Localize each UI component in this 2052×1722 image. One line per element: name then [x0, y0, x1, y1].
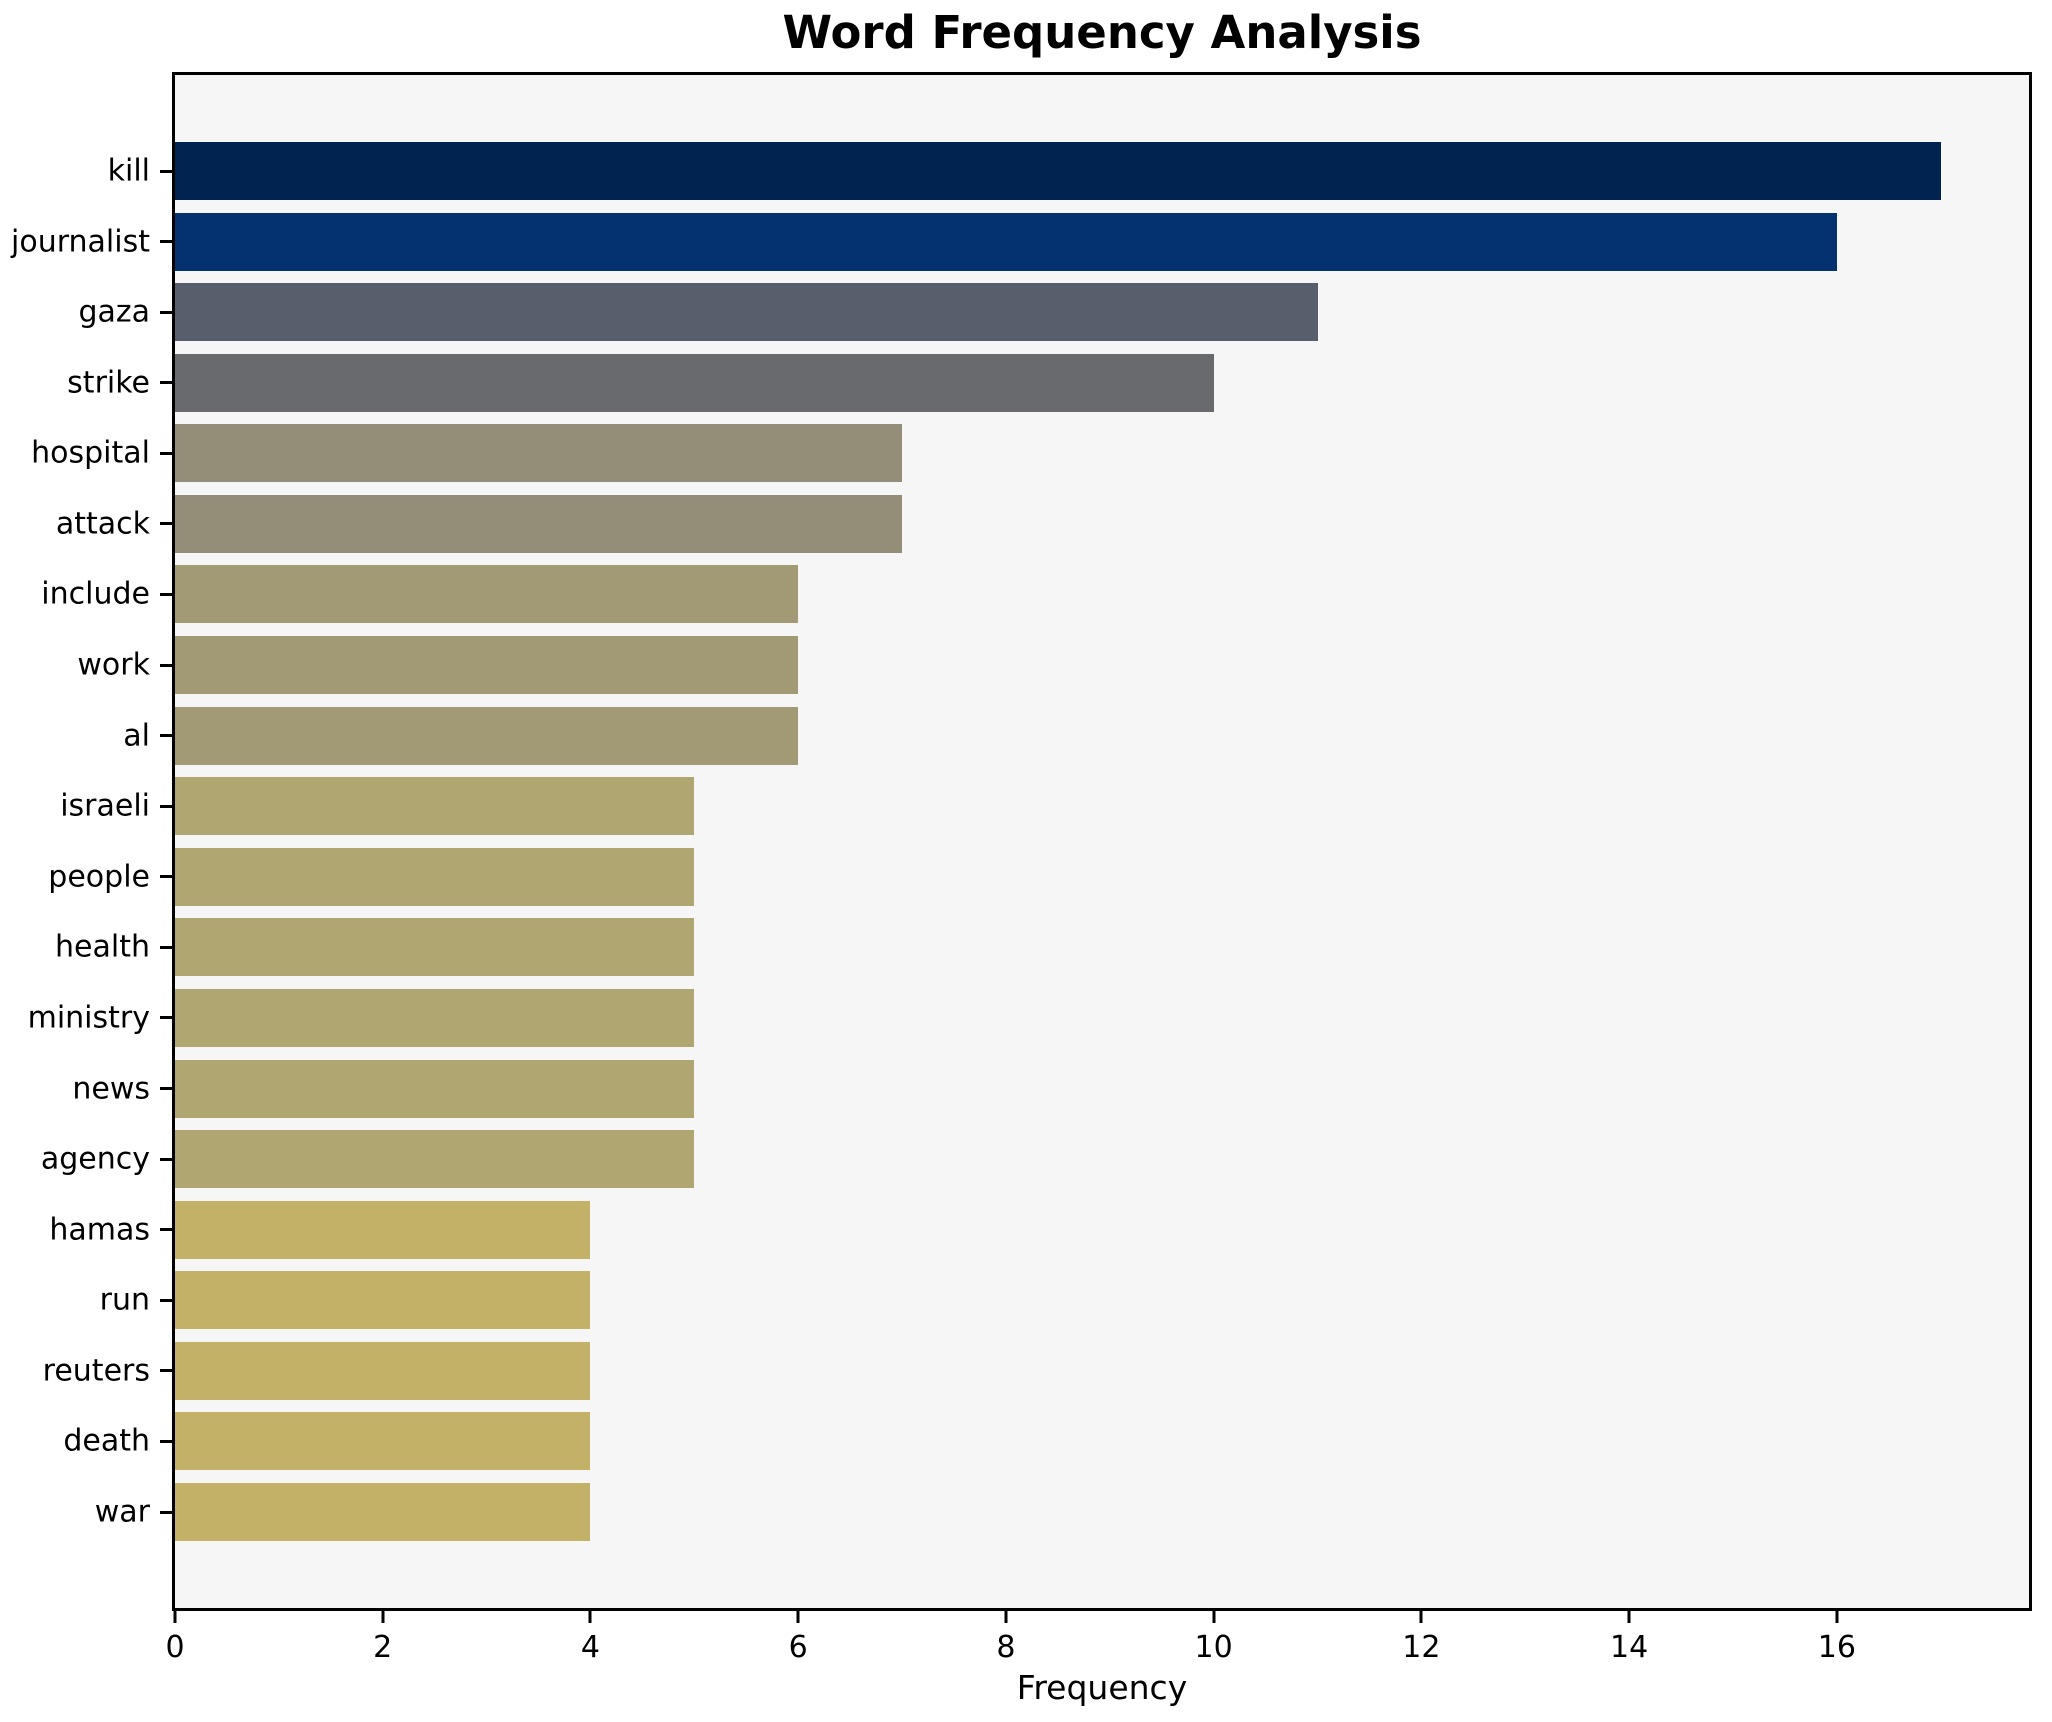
x-tick-mark	[1004, 1611, 1008, 1623]
bar-war	[175, 1483, 591, 1541]
y-tick-label-strike: strike	[67, 365, 150, 401]
y-tick-mark	[160, 1439, 172, 1443]
y-tick-label-news: news	[72, 1071, 150, 1107]
y-tick-label-israeli: israeli	[60, 788, 150, 824]
y-tick-mark	[160, 451, 172, 455]
x-tick-label-12: 12	[1402, 1630, 1441, 1665]
y-tick-label-kill: kill	[107, 153, 150, 189]
bar-kill	[175, 142, 1941, 200]
x-tick-mark	[1835, 1611, 1839, 1623]
y-tick-label-people: people	[48, 859, 150, 895]
y-tick-label-run: run	[99, 1282, 150, 1318]
bar-death	[175, 1412, 591, 1471]
y-tick-label-death: death	[63, 1423, 150, 1459]
x-tick-mark	[796, 1611, 800, 1623]
bar-gaza	[175, 283, 1318, 342]
y-tick-mark	[160, 522, 172, 526]
y-tick-label-attack: attack	[55, 506, 150, 542]
x-tick-label-4: 4	[580, 1630, 600, 1665]
y-tick-mark	[160, 240, 172, 244]
y-tick-label-agency: agency	[40, 1141, 150, 1177]
bar-israeli	[175, 777, 695, 836]
x-tick-label-2: 2	[373, 1630, 393, 1665]
y-tick-label-hospital: hospital	[31, 435, 150, 471]
y-tick-mark	[160, 1087, 172, 1091]
y-tick-label-journalist: journalist	[11, 224, 150, 260]
x-tick-label-14: 14	[1610, 1630, 1649, 1665]
y-tick-label-reuters: reuters	[42, 1353, 150, 1389]
bar-health	[175, 918, 695, 977]
chart-title: Word Frequency Analysis	[782, 6, 1422, 59]
y-tick-label-include: include	[41, 576, 150, 612]
y-tick-label-al: al	[123, 718, 150, 754]
y-tick-mark	[160, 1298, 172, 1302]
bar-hospital	[175, 424, 903, 483]
y-tick-mark	[160, 1510, 172, 1514]
bar-work	[175, 636, 799, 695]
y-tick-label-war: war	[94, 1494, 150, 1530]
x-tick-mark	[1419, 1611, 1423, 1623]
x-tick-label-6: 6	[788, 1630, 808, 1665]
bar-journalist	[175, 212, 1837, 271]
bar-attack	[175, 494, 903, 553]
x-tick-mark	[1627, 1611, 1631, 1623]
x-tick-mark	[173, 1611, 177, 1623]
bar-al	[175, 706, 799, 765]
y-tick-label-ministry: ministry	[27, 1000, 150, 1036]
x-axis-label: Frequency	[1016, 1668, 1188, 1707]
y-tick-label-work: work	[77, 647, 150, 683]
y-tick-mark	[160, 1157, 172, 1161]
bar-run	[175, 1271, 591, 1330]
x-tick-mark	[588, 1611, 592, 1623]
bar-agency	[175, 1130, 695, 1189]
x-tick-mark	[1212, 1611, 1216, 1623]
bar-news	[175, 1059, 695, 1118]
y-tick-mark	[160, 381, 172, 385]
x-tick-label-16: 16	[1817, 1630, 1856, 1665]
y-tick-mark	[160, 1369, 172, 1373]
y-tick-mark	[160, 1228, 172, 1232]
x-tick-mark	[381, 1611, 385, 1623]
x-tick-label-10: 10	[1194, 1630, 1233, 1665]
y-tick-mark	[160, 310, 172, 314]
x-tick-label-0: 0	[165, 1630, 185, 1665]
bar-hamas	[175, 1200, 591, 1259]
y-tick-mark	[160, 169, 172, 173]
y-tick-label-gaza: gaza	[78, 294, 150, 330]
bar-ministry	[175, 988, 695, 1047]
y-tick-mark	[160, 592, 172, 596]
y-tick-mark	[160, 875, 172, 879]
bar-reuters	[175, 1341, 591, 1400]
y-tick-mark	[160, 945, 172, 949]
bar-include	[175, 565, 799, 624]
y-tick-label-health: health	[55, 929, 150, 965]
bar-people	[175, 847, 695, 906]
y-tick-label-hamas: hamas	[49, 1212, 150, 1248]
bar-strike	[175, 353, 1214, 412]
y-tick-mark	[160, 663, 172, 667]
x-tick-label-8: 8	[996, 1630, 1016, 1665]
y-tick-mark	[160, 1016, 172, 1020]
y-tick-mark	[160, 734, 172, 738]
y-tick-mark	[160, 804, 172, 808]
